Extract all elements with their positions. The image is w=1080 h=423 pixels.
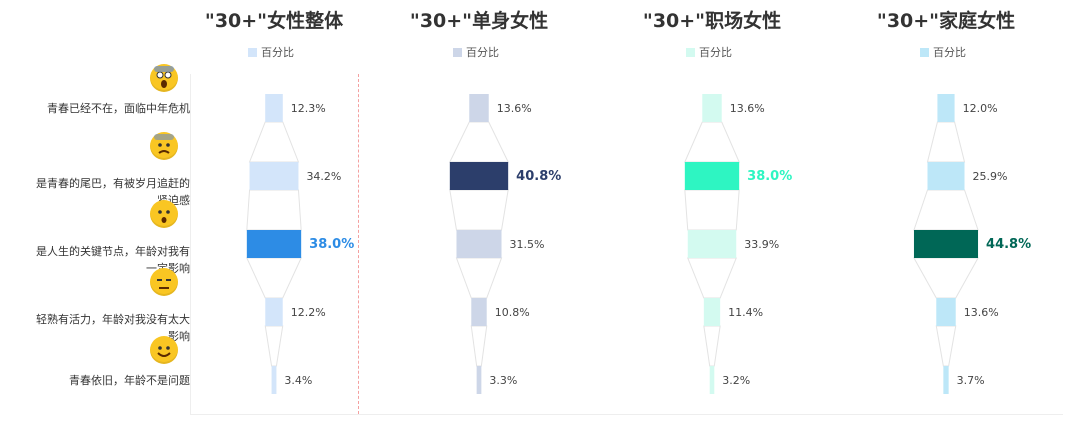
data-label: 3.2% (722, 374, 750, 387)
expressionless-face-icon (150, 268, 178, 296)
funnel-bar (265, 298, 283, 326)
funnel-bar (913, 230, 979, 258)
legend-label: 百分比 (699, 46, 732, 59)
funnel-connector (913, 189, 979, 231)
data-label: 13.6% (730, 102, 765, 115)
funnel-connector (935, 325, 957, 367)
funnel-bar (943, 366, 949, 394)
data-label: 10.8% (495, 306, 530, 319)
data-label: 13.6% (497, 102, 532, 115)
legend-swatch (248, 47, 257, 57)
funnel-connector (470, 325, 488, 367)
funnel-bar (249, 162, 299, 190)
panel-title: "30+"单身女性 (409, 10, 549, 32)
data-label: 31.5% (510, 238, 545, 251)
funnel-bar (703, 298, 721, 326)
data-label: 12.2% (291, 306, 326, 319)
category-label: 青春依旧，年龄不是问题 (69, 374, 190, 387)
data-label: 25.9% (973, 170, 1008, 183)
funnel-bar (684, 162, 740, 190)
plot-frame (190, 74, 1063, 415)
funnel-connector (449, 121, 509, 163)
legend-label: 百分比 (933, 46, 966, 59)
funnel-connector (248, 121, 300, 163)
funnel-panel: 12.0% 25.9% 44.8% 13.6% 3.7% (913, 94, 1031, 394)
funnel-bar (246, 230, 302, 258)
data-label: 13.6% (964, 306, 999, 319)
panel-title: "30+"职场女性 (642, 10, 782, 32)
funnel-bar (936, 298, 956, 326)
anxious-face-icon (150, 132, 178, 160)
legend-label: 百分比 (466, 46, 499, 59)
data-label: 33.9% (744, 238, 779, 251)
legend-swatch (453, 47, 462, 57)
legend: 百分比 (453, 44, 499, 60)
data-label: 3.3% (489, 374, 517, 387)
dashed-divider (358, 74, 359, 414)
funnel-connector (926, 121, 966, 163)
data-label: 40.8% (516, 169, 561, 184)
funnel-bar (937, 94, 955, 122)
funnel-connector (684, 121, 740, 163)
funnel-bar (449, 162, 509, 190)
funnel-bar (469, 94, 489, 122)
funnel-bar (927, 162, 965, 190)
data-label: 3.4% (284, 374, 312, 387)
data-label: 11.4% (728, 306, 763, 319)
data-label: 12.0% (963, 102, 998, 115)
funnel-bar (702, 94, 722, 122)
funnel-connector (684, 189, 740, 231)
funnel-connector (449, 189, 509, 231)
funnel-bar (271, 366, 277, 394)
smiling-face-icon (150, 336, 178, 364)
screaming-face-icon (150, 64, 178, 92)
funnel-panel: 12.3% 34.2% 38.0% 12.2% 3.4% (246, 94, 354, 394)
funnel-connector (246, 189, 302, 231)
legend: 百分比 (686, 44, 732, 60)
legend-swatch (686, 47, 695, 57)
funnel-bar (471, 298, 487, 326)
funnel-connector (913, 257, 979, 299)
data-label: 38.0% (309, 237, 354, 252)
funnel-connector (455, 257, 503, 299)
funnel-connector (246, 257, 302, 299)
funnel-bar (687, 230, 737, 258)
funnel-connector (703, 325, 721, 367)
data-label: 38.0% (747, 169, 792, 184)
category-label: 青春已经不在，面临中年危机 (47, 102, 190, 115)
funnel-panel: 13.6% 40.8% 31.5% 10.8% 3.3% (449, 94, 561, 394)
funnel-bar (456, 230, 502, 258)
funnel-bar (265, 94, 283, 122)
funnel-connector (264, 325, 284, 367)
data-label: 44.8% (986, 237, 1031, 252)
legend-label: 百分比 (261, 46, 294, 59)
legend: 百分比 (248, 44, 294, 60)
legend: 百分比 (920, 44, 966, 60)
panel-title: "30+"女性整体 (204, 10, 344, 32)
surprised-face-icon (150, 200, 178, 228)
funnel-panel: 13.6% 38.0% 33.9% 11.4% 3.2% (684, 94, 792, 394)
funnel-connector (687, 257, 737, 299)
data-label: 3.7% (957, 374, 985, 387)
funnel-bar (709, 366, 715, 394)
data-label: 12.3% (291, 102, 326, 115)
funnel-bar (476, 366, 482, 394)
legend-swatch (920, 47, 929, 57)
panel-title: "30+"家庭女性 (876, 10, 1016, 32)
data-label: 34.2% (306, 170, 341, 183)
